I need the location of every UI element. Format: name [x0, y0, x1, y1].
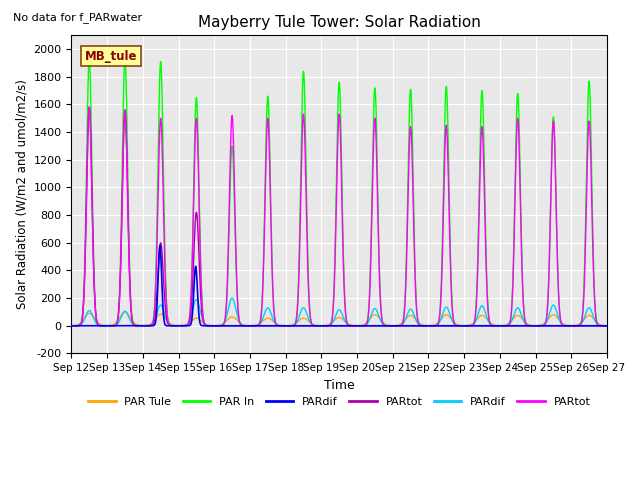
Legend: PAR Tule, PAR In, PARdif, PARtot, PARdif, PARtot: PAR Tule, PAR In, PARdif, PARtot, PARdif… [83, 393, 595, 411]
Text: No data for f_PARwater: No data for f_PARwater [13, 12, 142, 23]
Title: Mayberry Tule Tower: Solar Radiation: Mayberry Tule Tower: Solar Radiation [198, 15, 481, 30]
Text: MB_tule: MB_tule [84, 49, 138, 63]
Y-axis label: Solar Radiation (W/m2 and umol/m2/s): Solar Radiation (W/m2 and umol/m2/s) [15, 80, 28, 309]
X-axis label: Time: Time [324, 379, 355, 392]
